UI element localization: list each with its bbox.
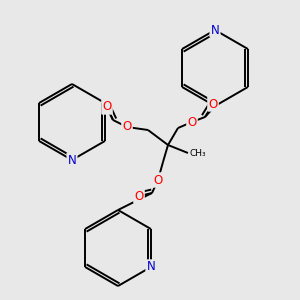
Text: N: N: [211, 23, 219, 37]
Text: CH₃: CH₃: [190, 148, 206, 158]
Text: O: O: [153, 173, 163, 187]
Text: O: O: [188, 116, 196, 128]
Text: O: O: [134, 190, 144, 202]
Text: N: N: [146, 260, 155, 274]
Text: O: O: [122, 121, 132, 134]
Text: O: O: [208, 98, 217, 110]
Text: N: N: [68, 154, 76, 166]
Text: O: O: [102, 100, 112, 113]
